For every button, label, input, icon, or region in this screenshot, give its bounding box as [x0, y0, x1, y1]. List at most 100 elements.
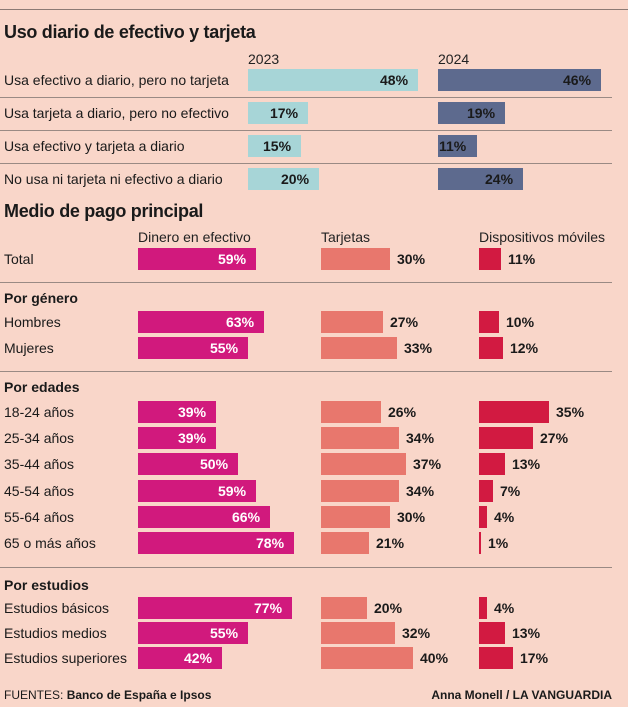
bar-cash: [138, 248, 256, 270]
group-heading: Por estudios: [4, 577, 89, 593]
data-label: 32%: [402, 625, 431, 641]
data-label: 27%: [390, 314, 419, 330]
group-separator: [0, 567, 612, 568]
bar-cash: [138, 311, 264, 333]
bar-2023: [248, 135, 301, 157]
bar-2023: [248, 69, 418, 91]
data-label: 55%: [210, 340, 239, 356]
row-separator: [0, 163, 612, 164]
data-label: 11%: [508, 251, 536, 267]
bar-mobile: [479, 647, 513, 669]
column-header: Dinero en efectivo: [138, 229, 251, 245]
data-label: 11%: [439, 138, 467, 154]
data-label: 46%: [563, 72, 592, 88]
bar-2023: [248, 102, 308, 124]
data-label: 4%: [494, 600, 515, 616]
bar-mobile: [479, 248, 501, 270]
bar-mobile: [479, 622, 505, 644]
column-header: Dispositivos móviles: [479, 229, 606, 245]
row-label: 25-34 años: [4, 430, 75, 446]
data-label: 10%: [506, 314, 535, 330]
bar-mobile: [479, 311, 499, 333]
chart-title-payment: Medio de pago principal: [4, 201, 204, 221]
bar-mobile: [479, 506, 487, 528]
column-header: Tarjetas: [321, 229, 371, 245]
bar-cards: [321, 311, 383, 333]
bar-2023: [248, 168, 319, 190]
data-label: 50%: [200, 456, 229, 472]
bar-mobile: [479, 597, 487, 619]
row-label: 65 o más años: [4, 535, 96, 551]
row-label: Hombres: [4, 314, 61, 330]
row-label: No usa ni tarjeta ni efectivo a diario: [4, 171, 223, 187]
row-label: Estudios superiores: [4, 650, 127, 666]
bar-mobile: [479, 427, 533, 449]
data-label: 33%: [404, 340, 433, 356]
series-header-2023: 2023: [248, 51, 280, 67]
data-label: 40%: [420, 650, 449, 666]
bar-2024: [438, 135, 477, 157]
data-label: 7%: [500, 483, 521, 499]
bar-cards: [321, 427, 399, 449]
data-label: 30%: [397, 251, 426, 267]
data-label: 37%: [413, 456, 442, 472]
row-label: Usa efectivo y tarjeta a diario: [4, 138, 185, 154]
bar-mobile: [479, 532, 481, 554]
bar-cash: [138, 532, 294, 554]
sources-prefix: FUENTES:: [4, 688, 64, 702]
data-label: 17%: [270, 105, 299, 121]
row-label: 18-24 años: [4, 404, 75, 420]
bar-cards: [321, 480, 399, 502]
bar-cards: [321, 453, 406, 475]
bar-mobile: [479, 453, 505, 475]
bar-2024: [438, 102, 505, 124]
bar-cards: [321, 337, 397, 359]
bar-cards: [321, 532, 369, 554]
data-label: 30%: [397, 509, 426, 525]
bar-cards: [321, 506, 390, 528]
data-label: 21%: [376, 535, 405, 551]
row-label: Usa tarjeta a diario, pero no efectivo: [4, 105, 229, 121]
top-rule: [0, 9, 628, 10]
group-heading: Por género: [4, 290, 78, 306]
group-separator: [0, 282, 612, 283]
bar-cash: [138, 647, 222, 669]
bar-cash: [138, 622, 248, 644]
data-label: 59%: [218, 483, 247, 499]
data-label: 77%: [254, 600, 283, 616]
bar-cards: [321, 597, 367, 619]
row-separator: [0, 97, 612, 98]
footer-credit: Anna Monell / LA VANGUARDIA: [431, 688, 612, 702]
data-label: 26%: [388, 404, 417, 420]
data-label: 59%: [218, 251, 247, 267]
bar-mobile: [479, 401, 549, 423]
data-label: 63%: [226, 314, 255, 330]
data-label: 55%: [210, 625, 239, 641]
group-separator: [0, 371, 612, 372]
bar-2024: [438, 69, 601, 91]
data-label: 4%: [494, 509, 515, 525]
bar-mobile: [479, 337, 503, 359]
data-label: 48%: [380, 72, 409, 88]
data-label: 15%: [263, 138, 292, 154]
data-label: 20%: [281, 171, 310, 187]
chart-title-usage: Uso diario de efectivo y tarjeta: [4, 22, 256, 42]
data-label: 34%: [406, 483, 435, 499]
data-label: 66%: [232, 509, 261, 525]
data-label: 35%: [556, 404, 585, 420]
row-label: Mujeres: [4, 340, 54, 356]
row-label: Usa efectivo a diario, pero no tarjeta: [4, 72, 229, 88]
series-header-2024: 2024: [438, 51, 470, 67]
footer-sources: FUENTES: Banco de España e Ipsos: [4, 688, 211, 702]
data-label: 39%: [178, 430, 207, 446]
row-separator: [0, 130, 612, 131]
data-label: 20%: [374, 600, 403, 616]
bar-cards: [321, 622, 395, 644]
bar-cards: [321, 248, 390, 270]
data-label: 12%: [510, 340, 539, 356]
data-label: 1%: [488, 535, 509, 551]
row-label: Estudios medios: [4, 625, 107, 641]
row-label: 45-54 años: [4, 483, 75, 499]
bar-cash: [138, 337, 248, 359]
bar-cash: [138, 506, 270, 528]
